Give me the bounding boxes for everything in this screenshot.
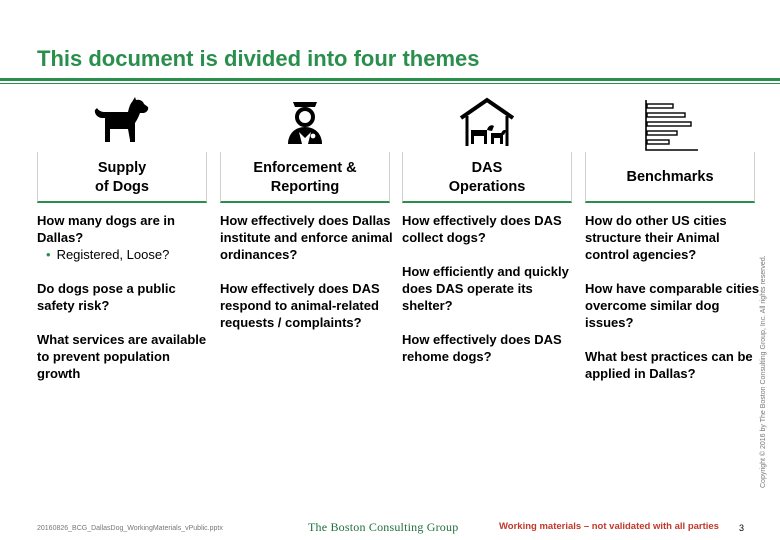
theme-questions-benchmarks: How do other US cities structure their A… — [585, 212, 760, 399]
question: What services are available to prevent p… — [37, 332, 207, 381]
shelter-icon — [402, 96, 572, 152]
question: What best practices can be applied in Da… — [585, 349, 753, 381]
footer-note: Working materials – not validated with a… — [499, 521, 719, 532]
question: How effectively does DAS rehome dogs? — [402, 332, 562, 364]
theme-header-benchmarks: Benchmarks — [585, 152, 755, 203]
theme-questions-enforcement: How effectively does Dallas institute an… — [220, 212, 395, 348]
question-bullet: • Registered, Loose? — [46, 247, 170, 262]
theme-header-operations: DAS Operations — [402, 152, 572, 203]
footer-filename: 20160826_BCG_DallasDog_WorkingMaterials_… — [37, 525, 223, 532]
title-rule — [0, 78, 780, 81]
theme-questions-supply: How many dogs are in Dallas? • Registered… — [37, 212, 212, 399]
page-title: This document is divided into four theme… — [37, 46, 480, 71]
question: How many dogs are in Dallas? — [37, 213, 175, 245]
question: How effectively does DAS collect dogs? — [402, 213, 562, 245]
question: How do other US cities structure their A… — [585, 213, 727, 262]
page-number: 3 — [739, 523, 745, 533]
question: How have comparable cities overcome simi… — [585, 281, 760, 330]
officer-icon — [220, 96, 390, 152]
question: How efficiently and quickly does DAS ope… — [402, 264, 569, 313]
bar-chart-icon — [585, 96, 755, 152]
title-rule-thin — [0, 83, 780, 84]
question: Do dogs pose a public safety risk? — [37, 281, 176, 313]
dog-icon — [37, 96, 207, 152]
question: How effectively does Dallas institute an… — [220, 213, 393, 262]
theme-header-supply: Supply of Dogs — [37, 152, 207, 203]
question: How effectively does DAS respond to anim… — [220, 281, 380, 330]
theme-questions-operations: How effectively does DAS collect dogs? H… — [402, 212, 577, 382]
theme-header-enforcement: Enforcement & Reporting — [220, 152, 390, 203]
company-logo: The Boston Consulting Group — [308, 520, 459, 534]
copyright-notice: Copyright © 2016 by The Boston Consultin… — [760, 255, 767, 488]
